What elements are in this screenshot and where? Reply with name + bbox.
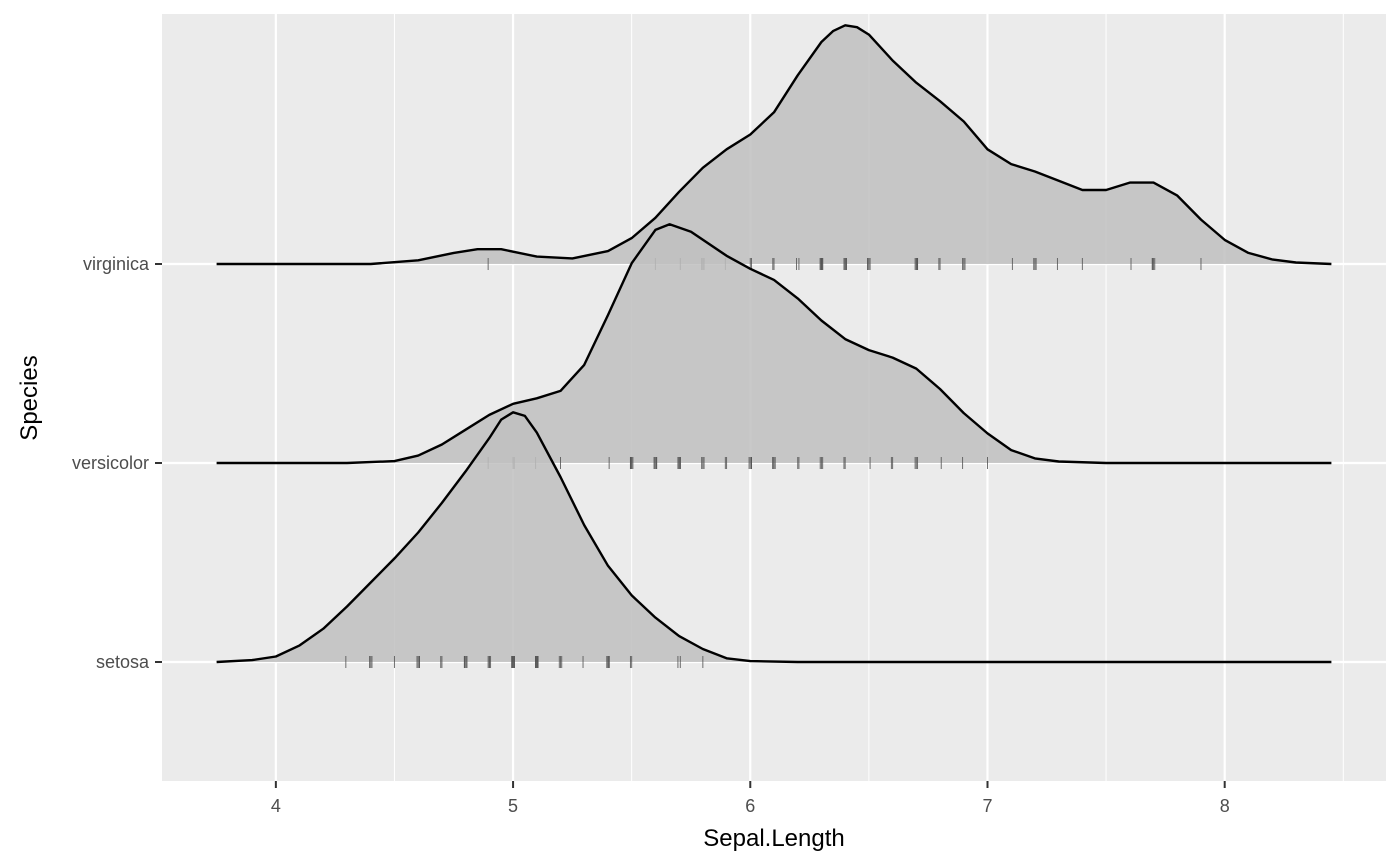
density-line-versicolor (216, 223, 1332, 465)
y-axis-title: Species (16, 355, 43, 440)
density-area-setosa (216, 412, 1332, 662)
ridge-setosa (216, 411, 1332, 668)
density-area-virginica (216, 25, 1332, 264)
density-line-setosa (216, 411, 1332, 664)
x-tick-label: 8 (1220, 796, 1230, 816)
x-tick-label: 4 (271, 796, 281, 816)
y-tick-label-setosa: setosa (96, 652, 150, 672)
y-axis: setosa versicolor virginica (72, 254, 162, 672)
x-axis: 4 5 6 7 8 (271, 781, 1230, 816)
y-tick-label-virginica: virginica (83, 254, 150, 274)
x-tick-label: 7 (982, 796, 992, 816)
x-tick-label: 6 (745, 796, 755, 816)
x-tick-label: 5 (508, 796, 518, 816)
y-tick-label-versicolor: versicolor (72, 453, 149, 473)
ridges (216, 24, 1332, 668)
density-area-versicolor (216, 224, 1332, 463)
x-axis-title: Sepal.Length (703, 825, 844, 852)
density-line-virginica (216, 24, 1332, 266)
